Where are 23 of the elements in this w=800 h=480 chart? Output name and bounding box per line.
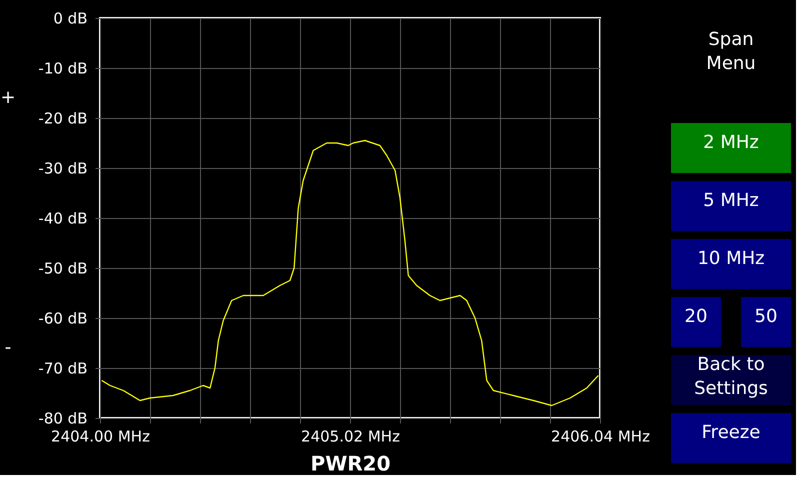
text: Span Menu xyxy=(706,29,756,74)
y-tick-label: -60 dB xyxy=(38,310,88,328)
x-tick-label: 2404.00 MHz xyxy=(51,428,150,446)
text: Freeze xyxy=(702,422,760,443)
x-tick-label: 2406.04 MHz xyxy=(551,428,650,446)
text: 5 MHz xyxy=(703,190,759,211)
y-tick-label: -80 dB xyxy=(38,410,88,428)
y-tick-label: -30 dB xyxy=(38,160,88,178)
x-tick-label: 2405.02 MHz xyxy=(301,428,400,446)
text: 20 xyxy=(684,306,708,327)
text: Back to Settings xyxy=(694,354,768,399)
y-tick-label: -20 dB xyxy=(38,110,88,128)
text: - xyxy=(4,337,12,358)
text: 10 MHz xyxy=(697,248,765,269)
text: 50 xyxy=(754,306,778,327)
y-tick-label: 0 dB xyxy=(53,10,88,28)
x-axis-title: PWR20 xyxy=(310,452,390,476)
y-tick-label: -40 dB xyxy=(38,210,88,228)
text: + xyxy=(0,87,16,108)
y-tick-label: -10 dB xyxy=(38,60,88,78)
text: 2 MHz xyxy=(703,132,759,153)
y-tick-label: -50 dB xyxy=(38,260,88,278)
y-tick-label: -70 dB xyxy=(38,360,88,378)
